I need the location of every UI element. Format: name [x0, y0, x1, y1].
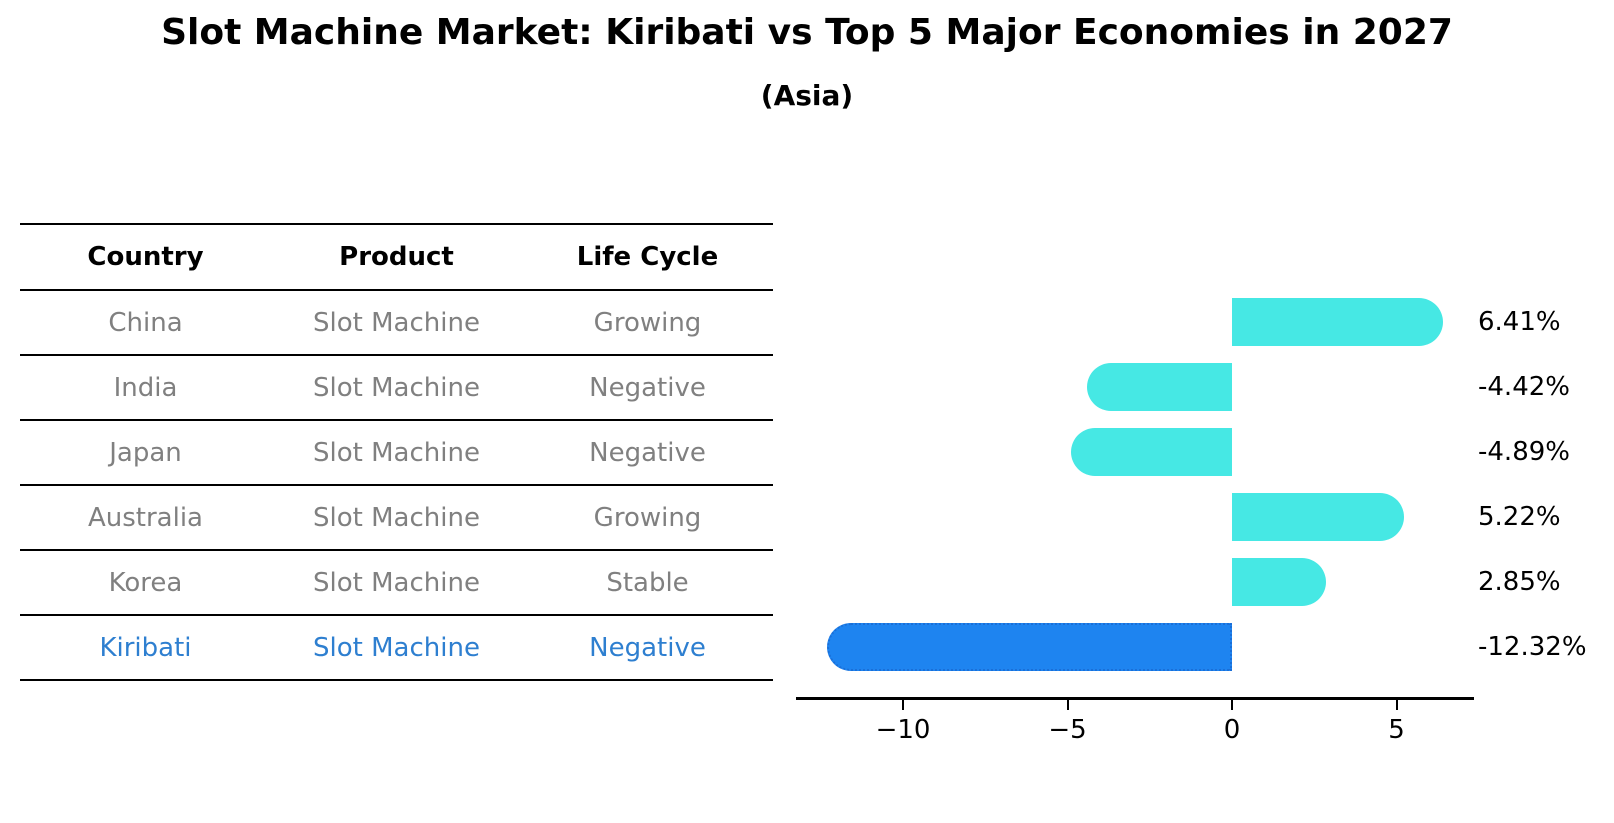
product-cell: Slot Machine: [313, 567, 480, 598]
country-cell: Australia: [87, 502, 203, 533]
table-row: China Slot Machine Growing: [20, 289, 773, 354]
product-cell: Slot Machine: [313, 502, 480, 533]
country-cell: Kiribati: [99, 632, 192, 663]
life-cycle-cell: Negative: [589, 372, 706, 403]
column-header-country: Country: [87, 242, 204, 272]
table-row: Australia Slot Machine Growing: [20, 484, 773, 549]
x-axis-tick: [1066, 700, 1069, 710]
product-cell: Slot Machine: [313, 307, 480, 338]
page-subtitle: (Asia): [760, 79, 854, 112]
bar-value-label: 6.41%: [1478, 306, 1561, 337]
life-cycle-cell: Growing: [593, 502, 702, 533]
bar-value-label: -4.89%: [1478, 436, 1570, 467]
bar-value-label: 5.22%: [1478, 501, 1561, 532]
country-cell: Japan: [109, 437, 182, 468]
x-axis-tick-label: −5: [1048, 715, 1087, 745]
product-cell: Slot Machine: [313, 632, 480, 663]
life-cycle-cell: Negative: [589, 437, 706, 468]
bar-value-label: -12.32%: [1478, 631, 1587, 662]
table-row: Korea Slot Machine Stable: [20, 549, 773, 614]
life-cycle-cell: Stable: [606, 567, 689, 598]
product-cell: Slot Machine: [313, 372, 480, 403]
bar-korea: [1232, 557, 1326, 606]
bar-kiribati: [826, 622, 1232, 671]
table-header-row: Country Product Life Cycle: [20, 223, 773, 289]
x-axis-tick: [902, 700, 904, 710]
table-row: India Slot Machine Negative: [20, 354, 773, 419]
column-header-product: Product: [339, 242, 454, 272]
x-axis-tick-label: 0: [1223, 715, 1241, 745]
x-axis-tick-label: 5: [1388, 715, 1405, 745]
bar-australia: [1232, 492, 1404, 541]
bar-japan: [1071, 427, 1232, 476]
x-axis-tick: [1231, 700, 1233, 710]
comparison-table: Country Product Life Cycle China Slot Ma…: [20, 223, 773, 681]
life-cycle-cell: Growing: [593, 307, 702, 338]
x-axis-line: [795, 697, 1474, 700]
life-cycle-cell: Negative: [589, 632, 706, 663]
bar-value-label: 2.85%: [1478, 566, 1561, 597]
column-header-life-cycle: Life Cycle: [576, 242, 719, 272]
country-cell: India: [113, 372, 178, 403]
bar-china: [1232, 297, 1443, 346]
bar-india: [1086, 362, 1232, 411]
country-cell: China: [108, 307, 183, 338]
country-cell: Korea: [108, 567, 183, 598]
table-row: Japan Slot Machine Negative: [20, 419, 773, 484]
table-row: Kiribati Slot Machine Negative: [20, 614, 773, 679]
page-title: Slot Machine Market: Kiribati vs Top 5 M…: [161, 12, 1453, 53]
bar-value-label: -4.42%: [1478, 371, 1570, 402]
x-axis-tick-label: −10: [875, 715, 931, 745]
product-cell: Slot Machine: [313, 437, 480, 468]
x-axis-tick: [1395, 700, 1398, 710]
